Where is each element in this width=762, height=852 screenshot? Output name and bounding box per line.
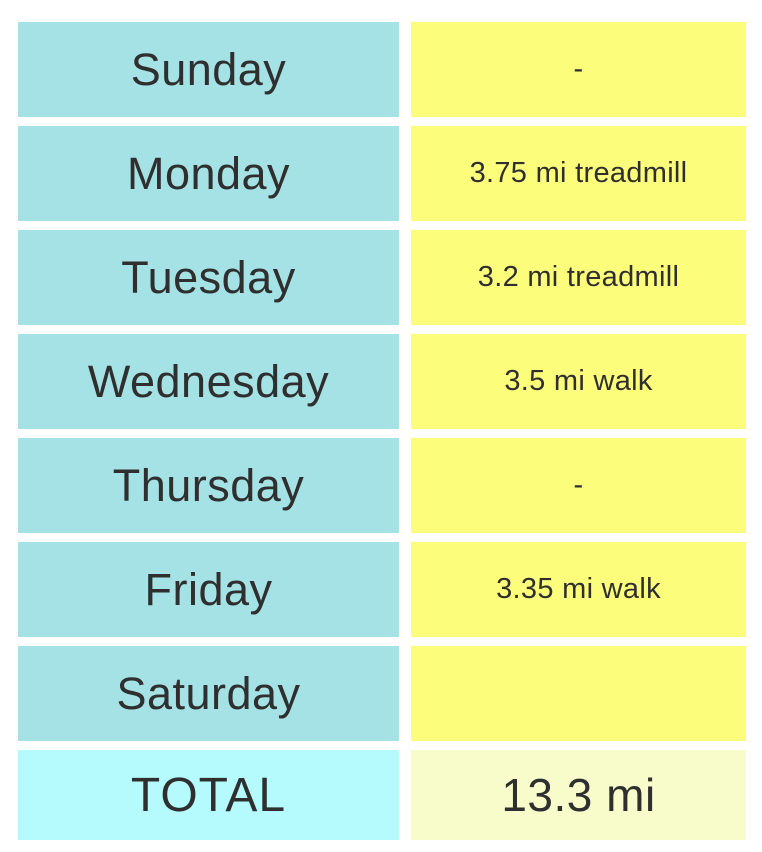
total-value-cell: 13.3 mi bbox=[411, 750, 746, 840]
activity-cell-tuesday: 3.2 mi treadmill bbox=[411, 230, 746, 325]
activity-cell-friday: 3.35 mi walk bbox=[411, 542, 746, 637]
day-cell-sunday: Sunday bbox=[18, 22, 399, 117]
activity-cell-sunday: - bbox=[411, 22, 746, 117]
day-cell-tuesday: Tuesday bbox=[18, 230, 399, 325]
activity-cell-monday: 3.75 mi treadmill bbox=[411, 126, 746, 221]
activity-cell-thursday: - bbox=[411, 438, 746, 533]
day-cell-friday: Friday bbox=[18, 542, 399, 637]
day-cell-saturday: Saturday bbox=[18, 646, 399, 741]
activity-cell-saturday bbox=[411, 646, 746, 741]
total-label-cell: TOTAL bbox=[18, 750, 399, 840]
day-cell-monday: Monday bbox=[18, 126, 399, 221]
weekly-mileage-grid: Sunday - Monday 3.75 mi treadmill Tuesda… bbox=[18, 22, 746, 840]
day-cell-thursday: Thursday bbox=[18, 438, 399, 533]
activity-cell-wednesday: 3.5 mi walk bbox=[411, 334, 746, 429]
day-cell-wednesday: Wednesday bbox=[18, 334, 399, 429]
